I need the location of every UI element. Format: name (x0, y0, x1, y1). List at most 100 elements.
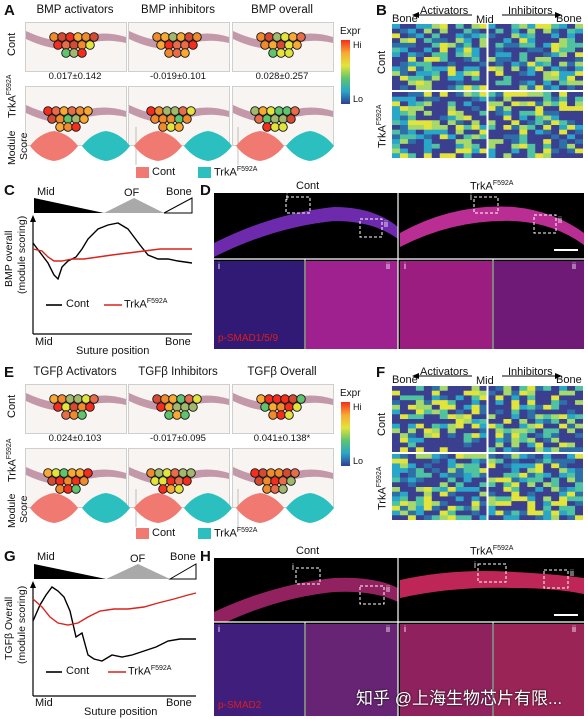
panel-c-x-bone: Bone (165, 336, 191, 348)
panel-f-bone-right: Bone (556, 374, 582, 386)
legend-swatch-trka (198, 167, 211, 179)
panel-d-inset-i-top-cont: i (286, 193, 288, 202)
panel-c-position-wedges (34, 197, 193, 214)
watermark: 知乎 @上海生物芯片有限... (356, 689, 563, 708)
panel-e-expr-hi: Hi (353, 402, 362, 412)
panel-d-stain-label: p-SMAD1/5/9 (218, 333, 279, 344)
panel-a-expr-colorbar (341, 40, 350, 104)
panel-b-activators: Activators (420, 5, 469, 17)
violin-cont (30, 131, 78, 161)
panel-g-legend-trka: TrkAF592A (128, 665, 172, 678)
violin-trka (82, 131, 130, 161)
panel-a-expr-title: Expr (340, 26, 361, 37)
panel-a-expr-hi: Hi (353, 40, 362, 50)
panel-b-bone-left: Bone (392, 13, 418, 25)
panel-e-expr-title: Expr (340, 388, 361, 399)
violin-cont (30, 493, 78, 523)
legend-swatch-cont-e (136, 527, 149, 539)
panel-a-title-3: BMP overall (251, 4, 313, 16)
violin-cont (134, 493, 182, 523)
panel-e-title-2: TGFβ Inhibitors (138, 366, 218, 378)
panel-e-value-3: 0.041±0.138* (253, 433, 311, 444)
panel-e-title-3: TGFβ Overall (247, 366, 317, 378)
violin-cont (134, 131, 182, 161)
panel-a-legend-trka: TrkAF592A (198, 166, 257, 179)
violin-trka (286, 131, 334, 161)
panel-a-expr-lo: Lo (353, 94, 364, 104)
panel-b-label: B (376, 2, 387, 19)
panel-h-trka: TrkAF592A (470, 545, 514, 558)
panel-c-mid: Mid (37, 186, 55, 198)
panel-e-legend-trka: TrkAF592A (198, 527, 257, 540)
panel-d-cont: Cont (296, 180, 320, 192)
panel-g-series-trka (32, 592, 197, 626)
panel-e-row-cont: Cont (6, 394, 18, 418)
panel-b-inhibitors: Inhibitors (508, 5, 553, 17)
violin-trka (184, 131, 232, 161)
panel-a-title-2: BMP inhibitors (141, 4, 215, 16)
panel-b-mid: Mid (476, 14, 494, 26)
panel-e-expr-colorbar (341, 402, 350, 466)
violin-trka (286, 493, 334, 523)
panel-f-row-trka: TrkAF592A (376, 466, 389, 510)
panel-g-ylabel-1: TGFβ Overall (3, 596, 15, 660)
panel-b-row-trka: TrkAF592A (376, 104, 389, 148)
panel-a-value-1: 0.017±0.142 (48, 71, 102, 82)
panel-c-xlabel: Suture position (76, 345, 150, 357)
panel-c-of: OF (124, 187, 140, 199)
panel-c-plot (30, 215, 193, 335)
violin-trka (184, 493, 232, 523)
panel-c-label: C (4, 182, 15, 199)
panel-g-ylabel-2: (module scoring) (16, 585, 28, 664)
panel-d-label: D (200, 182, 211, 199)
panel-h-image (214, 558, 584, 716)
panel-c-legend-cont: Cont (66, 298, 90, 310)
panel-c-ylabel-2: (module scoring) (16, 215, 28, 294)
panel-h-inset-ii-cont: ii (386, 624, 390, 634)
panel-a-row-trka: TrkAF592A (6, 74, 19, 118)
panel-a-value-3: 0.028±0.257 (255, 71, 309, 82)
panel-f-bone-left: Bone (392, 374, 418, 386)
panel-h-inset-ii-top-cont: ii (386, 584, 390, 594)
panel-d-inset-i-top-trka: i (470, 193, 472, 202)
panel-b-heatmap-cont (392, 24, 583, 90)
panel-e-row-trka: TrkAF592A (6, 438, 19, 482)
panel-g-position-wedges (34, 563, 197, 580)
panel-a-tile-cont-3 (232, 22, 334, 72)
panel-f-row-cont: Cont (376, 412, 388, 436)
panel-b-arrows (412, 12, 562, 18)
violin-cont (236, 131, 284, 161)
panel-e-tile-cont-3 (232, 384, 334, 434)
panel-d-trka: TrkAF592A (470, 180, 514, 193)
panel-e-value-1: 0.024±0.103 (48, 433, 102, 444)
legend-swatch-trka-e (198, 528, 211, 540)
panel-g-x-bone: Bone (166, 697, 192, 709)
panel-e-legend-cont: Cont (136, 527, 175, 539)
panel-d-inset-ii-trka: ii (572, 261, 576, 271)
panel-d-micrographs: i ii i ii i ii i ii p-SMAD1/5/9 (214, 193, 584, 349)
panel-c-series-trka (32, 248, 192, 262)
violin-cont (236, 493, 284, 523)
panel-e-expr-lo: Lo (353, 456, 364, 466)
panel-d-image (214, 193, 584, 349)
panel-d-inset-i-cont: i (218, 261, 220, 271)
panel-f-mid: Mid (476, 375, 494, 387)
panel-h-micrographs: i ii i ii i ii i ii p-SMAD2 (214, 558, 584, 716)
panel-a-title-1: BMP activators (36, 4, 114, 16)
panel-g-series-cont (32, 586, 196, 662)
panel-b-bone-right: Bone (556, 13, 582, 25)
panel-g-bone: Bone (170, 551, 196, 563)
panel-a-module-label: Module (6, 130, 18, 165)
panel-c-bone: Bone (166, 186, 192, 198)
panel-h-inset-i-trka: i (404, 624, 406, 634)
panel-e-module-label: Module (6, 493, 18, 528)
panel-e-tile-cont-1 (25, 384, 127, 434)
panel-b-heatmap-trka (392, 92, 583, 158)
panel-a-value-2: -0.019±0.101 (150, 71, 206, 82)
legend-swatch-cont (136, 166, 149, 178)
panel-f-inhibitors: Inhibitors (508, 366, 553, 378)
panel-c-x-mid: Mid (35, 336, 53, 348)
panel-e-label: E (4, 364, 15, 381)
panel-c-legend-trka: TrkAF592A (124, 298, 168, 311)
panel-d-inset-i-trka: i (404, 261, 406, 271)
